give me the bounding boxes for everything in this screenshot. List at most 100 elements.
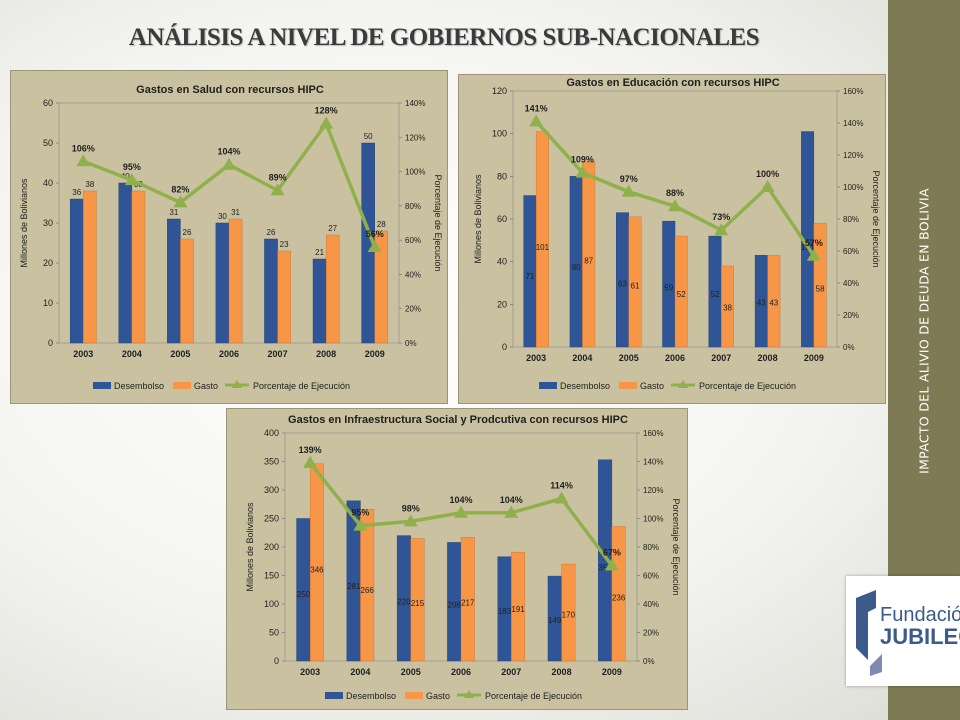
y-tick-label: 20 bbox=[497, 299, 507, 309]
x-tick-label: 2005 bbox=[619, 353, 639, 363]
marker-porcentaje bbox=[604, 558, 619, 571]
x-tick-label: 2003 bbox=[73, 349, 93, 359]
y2-tick-label: 120% bbox=[405, 133, 425, 142]
data-label-desembolso: 50 bbox=[364, 132, 373, 141]
x-tick-label: 2004 bbox=[572, 353, 592, 363]
y2-axis-label: Porcentaje de Ejecución bbox=[671, 498, 681, 595]
legend-item: Desembolso bbox=[325, 691, 396, 701]
y2-tick-label: 80% bbox=[405, 202, 421, 211]
legend-item: Gasto bbox=[405, 691, 450, 701]
data-label-desembolso: 21 bbox=[315, 248, 324, 257]
y2-tick-label: 140% bbox=[843, 119, 863, 128]
data-label-desembolso: 26 bbox=[267, 228, 276, 237]
y-tick-label: 400 bbox=[264, 428, 279, 438]
y2-tick-label: 120% bbox=[643, 486, 663, 495]
y-tick-label: 0 bbox=[48, 338, 53, 348]
data-label-gasto: 236 bbox=[612, 593, 626, 602]
marker-porcentaje bbox=[222, 157, 236, 170]
y-axis-label: Millones de Bolivianos bbox=[473, 174, 483, 264]
bar-gasto bbox=[374, 230, 389, 344]
bar-gasto bbox=[674, 235, 688, 348]
legend-item: Porcentaje de Ejecución bbox=[457, 690, 582, 701]
y2-tick-label: 80% bbox=[843, 215, 859, 224]
legend-label: Porcentaje de Ejecución bbox=[699, 381, 796, 391]
legend-label: Desembolso bbox=[346, 691, 396, 701]
data-label-desembolso: 71 bbox=[525, 272, 534, 281]
logo-text-jubileo: JUBILEO bbox=[880, 624, 960, 649]
marker-porcentaje bbox=[529, 114, 544, 127]
bar-gasto bbox=[83, 190, 97, 344]
y-tick-label: 250 bbox=[264, 514, 279, 524]
data-label-gasto: 28 bbox=[377, 220, 386, 229]
y2-tick-label: 160% bbox=[643, 429, 663, 438]
y-tick-label: 350 bbox=[264, 457, 279, 467]
bar-gasto bbox=[535, 131, 549, 348]
y2-tick-label: 160% bbox=[843, 87, 863, 96]
legend-marker bbox=[464, 690, 474, 698]
legend-marker bbox=[232, 380, 242, 388]
data-label-desembolso: 80 bbox=[572, 263, 581, 272]
x-tick-label: 2006 bbox=[219, 349, 239, 359]
marker-porcentaje bbox=[353, 518, 368, 531]
data-label-porcentaje: 97% bbox=[620, 174, 638, 184]
y-axis-label: Millones de Bolivianos bbox=[19, 178, 29, 268]
logo-text-fundacion: Fundación bbox=[880, 604, 960, 626]
bar-gasto bbox=[228, 218, 243, 344]
data-label-gasto: 26 bbox=[183, 228, 192, 237]
y2-tick-label: 60% bbox=[405, 236, 421, 245]
legend-label: Desembolso bbox=[114, 381, 164, 391]
bar-gasto bbox=[561, 563, 576, 662]
x-tick-label: 2004 bbox=[122, 349, 142, 359]
marker-porcentaje bbox=[504, 505, 519, 518]
data-label-porcentaje: 73% bbox=[712, 212, 730, 222]
data-label-desembolso: 52 bbox=[711, 290, 720, 299]
bar-gasto bbox=[325, 234, 340, 344]
bar-gasto bbox=[460, 537, 475, 662]
bar-desembolso bbox=[312, 258, 327, 344]
chart-title: Gastos en Educación con recursos HIPC bbox=[566, 77, 779, 89]
chart-infraestructura: Gastos en Infraestructura Social y Prodc… bbox=[245, 414, 681, 701]
sidebar-text: IMPACTO DEL ALIVIO DE DEUDA EN BOLIVIA bbox=[916, 188, 932, 475]
data-label-gasto: 170 bbox=[562, 610, 576, 619]
y-tick-label: 0 bbox=[502, 342, 507, 352]
marker-porcentaje bbox=[714, 223, 729, 236]
bar-gasto bbox=[410, 538, 425, 662]
bar-gasto bbox=[582, 161, 596, 348]
data-label-porcentaje: 128% bbox=[315, 106, 338, 116]
y2-tick-label: 0% bbox=[843, 343, 855, 352]
y2-axis-label: Porcentaje de Ejecución bbox=[433, 174, 443, 271]
marker-porcentaje bbox=[554, 491, 569, 504]
bar-desembolso bbox=[118, 182, 133, 344]
y2-tick-label: 120% bbox=[843, 151, 863, 160]
data-label-gasto: 217 bbox=[461, 598, 475, 607]
data-label-desembolso: 220 bbox=[397, 598, 411, 607]
legend-label: Gasto bbox=[640, 381, 664, 391]
chart-educacion: Gastos en Educación con recursos HIPC 0 20… bbox=[473, 77, 881, 391]
y-tick-label: 120 bbox=[492, 86, 507, 96]
x-tick-label: 2005 bbox=[170, 349, 190, 359]
y-tick-label: 200 bbox=[264, 542, 279, 552]
legend-swatch bbox=[539, 382, 557, 389]
data-label-porcentaje: 139% bbox=[299, 445, 322, 455]
data-label-desembolso: 183 bbox=[498, 607, 512, 616]
data-label-desembolso: 31 bbox=[169, 208, 178, 217]
data-label-gasto: 191 bbox=[511, 605, 525, 614]
y-tick-label: 60 bbox=[497, 214, 507, 224]
data-label-gasto: 61 bbox=[631, 281, 640, 290]
legend-swatch bbox=[173, 382, 191, 389]
data-label-porcentaje: 141% bbox=[525, 103, 548, 113]
data-label-porcentaje: 95% bbox=[123, 162, 141, 172]
x-tick-label: 2009 bbox=[602, 667, 622, 677]
data-label-porcentaje: 56% bbox=[366, 229, 384, 239]
legend-item: Gasto bbox=[173, 381, 218, 391]
chart-panel-salud: Gastos en Salud con recursos HIPC 0 10 20 30… bbox=[10, 70, 448, 404]
data-label-gasto: 215 bbox=[411, 599, 425, 608]
data-label-desembolso: 30 bbox=[218, 212, 227, 221]
y2-tick-label: 60% bbox=[643, 572, 659, 581]
y-tick-label: 300 bbox=[264, 485, 279, 495]
y-tick-label: 100 bbox=[492, 129, 507, 139]
marker-porcentaje bbox=[668, 199, 682, 212]
legend-item: Porcentaje de Ejecución bbox=[225, 380, 350, 391]
x-tick-label: 2008 bbox=[758, 353, 778, 363]
y2-tick-label: 80% bbox=[643, 543, 659, 552]
